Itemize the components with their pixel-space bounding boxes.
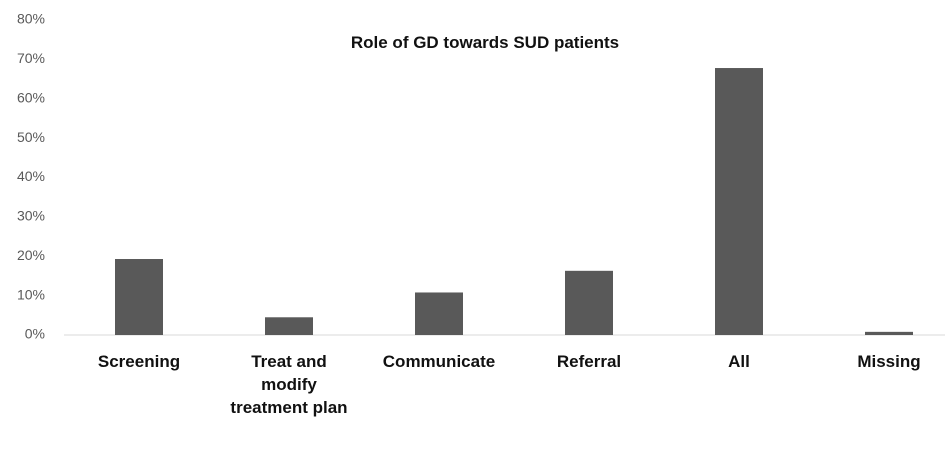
y-tick-label: 30% [17, 208, 45, 224]
y-tick-label: 60% [17, 89, 45, 105]
y-tick-label: 50% [17, 129, 45, 145]
bar [715, 68, 763, 335]
bar [865, 331, 913, 335]
x-tick-label: Referral [556, 352, 622, 371]
y-tick-label: 0% [25, 326, 45, 342]
x-tick-label: Screening [97, 352, 181, 371]
bar [565, 270, 613, 335]
bar [115, 259, 163, 335]
x-tick-label: Missing [857, 352, 921, 371]
y-tick-label: 40% [17, 168, 45, 184]
y-tick-label: 20% [17, 247, 45, 263]
y-tick-label: 80% [17, 11, 45, 27]
x-tick-label: Treat and modify treatment plan [230, 352, 348, 417]
x-tick-label: All [728, 352, 750, 371]
bar [415, 292, 463, 335]
y-tick-label: 70% [17, 50, 45, 66]
bar [265, 317, 313, 335]
chart-title: Role of GD towards SUD patients [350, 33, 620, 52]
y-tick-label: 10% [17, 286, 45, 302]
x-tick-label: Communicate [382, 352, 496, 371]
